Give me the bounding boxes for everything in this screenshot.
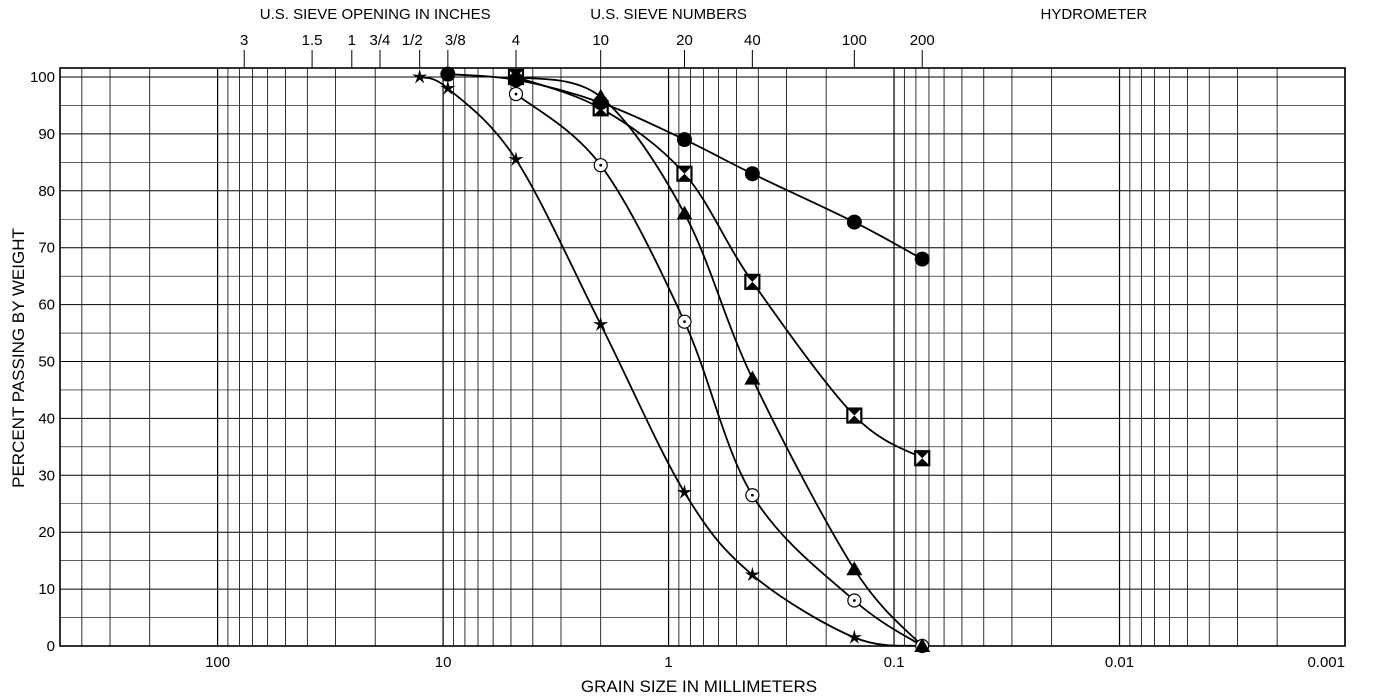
open-circle-dot: [514, 92, 518, 96]
sieve-tick-label: 3/4: [370, 32, 391, 49]
open-circle-marker: [508, 86, 524, 102]
top-header: U.S. SIEVE NUMBERS: [590, 6, 747, 23]
filled-circle-marker: [914, 251, 930, 267]
x-tick-label: 0.1: [884, 654, 905, 671]
y-tick-label: 0: [47, 638, 55, 655]
gradation-curves: [419, 73, 923, 647]
star-marker: [744, 566, 760, 582]
y-tick-label: 60: [38, 297, 55, 314]
x-tick-label: 1: [664, 654, 672, 671]
filled-circle-marker: [676, 132, 692, 148]
y-axis-label: PERCENT PASSING BY WEIGHT: [9, 228, 28, 488]
open-circle-dot: [683, 320, 686, 324]
sieve-tick-label: 20: [676, 32, 693, 49]
box-x-marker: [676, 165, 693, 182]
y-tick-label: 80: [38, 183, 55, 200]
triangle-marker: [744, 370, 761, 385]
star-marker: [676, 484, 693, 499]
filled-circle-marker: [440, 66, 456, 82]
open-circle-marker: [847, 593, 862, 608]
y-tick-label: 100: [30, 69, 55, 86]
filled-circle-marker: [593, 95, 609, 111]
box-x-wedge-top: [745, 274, 760, 282]
open-circle-dot: [750, 493, 754, 497]
box-x-wedge-bottom: [593, 108, 608, 116]
sieve-tick-label: 40: [744, 32, 761, 49]
sieve-tick-label: 200: [910, 32, 935, 49]
grid: [59, 68, 1346, 647]
y-tick-label: 90: [38, 126, 55, 143]
star-marker: [846, 629, 862, 644]
x-tick-label: 10: [435, 654, 452, 671]
box-x-marker: [744, 273, 761, 290]
triangle-marker: [914, 638, 931, 652]
filled-circle-marker: [846, 214, 862, 230]
data-markers: [412, 66, 931, 654]
sieve-tick-label: 3: [240, 32, 248, 49]
sieve-ticks: 3 1.5 1 3/4 1/2 3/8 4 10 20 40 100 200: [240, 32, 935, 68]
top-headers: U.S. SIEVE OPENING IN INCHES U.S. SIEVE N…: [260, 6, 1148, 23]
y-tick-label: 40: [38, 410, 55, 427]
sieve-tick-label: 100: [842, 32, 867, 49]
star-marker: [412, 69, 428, 84]
filled-circle-marker: [508, 72, 524, 88]
x-tick-labels: 100 10 1 0.1 0.01 0.001: [205, 654, 1345, 671]
sieve-tick-label: 1: [348, 32, 356, 49]
triangle-marker: [846, 561, 863, 576]
filled-circle-marker: [744, 166, 760, 182]
star-marker: [440, 80, 456, 95]
box-x-wedge-top: [915, 451, 930, 459]
open-circle-dot: [852, 599, 856, 602]
box-x-wedge-top: [677, 166, 692, 174]
plot-frame: [59, 67, 1346, 647]
y-tick-labels: 0 10 20 30 40 50 60 70 80 90 100: [30, 69, 55, 655]
y-tick-label: 30: [38, 467, 55, 484]
box-x-marker: [846, 407, 863, 424]
box-x-wedge-bottom: [847, 415, 862, 423]
box-x-wedge-bottom: [915, 458, 930, 466]
sieve-tick-label: 4: [512, 32, 520, 49]
box-x-wedge-top: [847, 408, 862, 416]
sieve-tick-label: 3/8: [445, 32, 466, 49]
x-axis-label: GRAIN SIZE IN MILLIMETERS: [581, 677, 817, 696]
open-circle-dot: [599, 163, 603, 167]
y-tick-label: 70: [38, 240, 55, 257]
curve-open-circle: [515, 93, 923, 647]
open-circle-marker: [677, 314, 692, 329]
open-circle-marker: [593, 158, 608, 173]
sieve-tick-label: 1/2: [402, 32, 423, 49]
open-circle-marker: [745, 488, 760, 503]
x-tick-label: 100: [205, 654, 230, 671]
x-tick-label: 0.01: [1105, 654, 1134, 671]
x-tick-label: 0.001: [1307, 654, 1345, 671]
sieve-tick-label: 10: [592, 32, 609, 49]
y-tick-label: 20: [38, 524, 55, 541]
box-x-marker: [914, 450, 931, 467]
box-x-wedge-bottom: [745, 281, 760, 289]
curve-star: [419, 76, 923, 647]
top-header: U.S. SIEVE OPENING IN INCHES: [260, 6, 491, 23]
top-header: HYDROMETER: [1040, 6, 1147, 23]
triangle-marker: [676, 205, 693, 220]
star-marker: [508, 151, 524, 166]
box-x-wedge-bottom: [677, 173, 692, 181]
y-tick-label: 50: [38, 354, 55, 371]
star-marker: [593, 316, 609, 331]
sieve-tick-label: 1.5: [302, 32, 323, 49]
y-tick-label: 10: [38, 581, 55, 598]
